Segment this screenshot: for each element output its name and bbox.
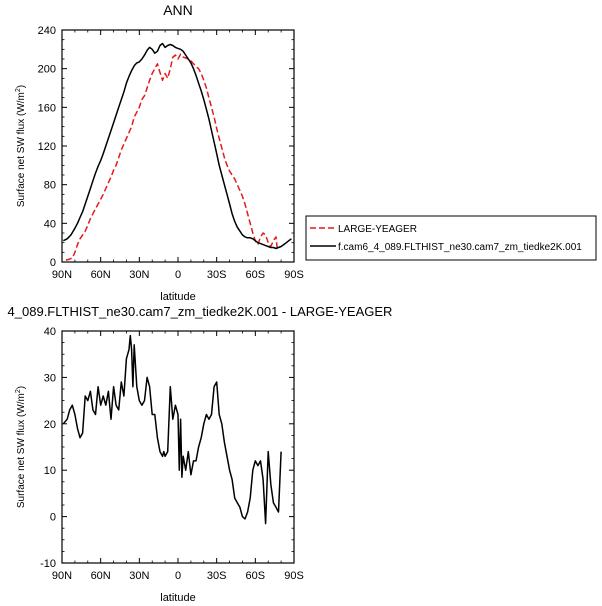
bottom-series-line-1 (62, 334, 282, 525)
top-x-tick-label: 30N (129, 269, 149, 281)
bottom-x-tick-label: 0 (175, 570, 181, 582)
top-y-tick-label: 0 (50, 257, 56, 269)
top-series-line-1 (65, 53, 278, 261)
bottom-plot-frame (61, 330, 295, 564)
bottom-x-tick-label: 90N (52, 570, 72, 582)
bottom-x-axis-label: latitude (160, 592, 195, 604)
bottom-y-axis-label-tail: ) (16, 386, 27, 389)
bottom-y-axis-label-main: Surface net SW flux (W/m (16, 393, 27, 508)
top-x-tick-label: 90N (52, 269, 72, 281)
bottom-panel: 4_089.FLTHIST_ne30.cam7_zm_tiedke2K.001 … (8, 304, 393, 604)
bottom-y-tick-label: 10 (44, 465, 56, 477)
top-x-tick-label: 90S (284, 269, 304, 281)
top-y-tick-label: 240 (38, 25, 56, 37)
top-y-tick-label: 80 (44, 180, 56, 192)
bottom-y-axis-label: Surface net SW flux (W/m2) (15, 386, 27, 508)
legend-box (305, 215, 597, 261)
bottom-y-tick-label: 0 (50, 512, 56, 524)
top-plot-frame (61, 29, 295, 263)
top-series-line-2 (62, 42, 292, 250)
top-x-tick-label: 60S (246, 269, 266, 281)
bottom-y-axis-label-sup: 2 (15, 389, 22, 393)
top-y-axis-label-tail: ) (16, 85, 27, 88)
bottom-series-group (62, 334, 282, 525)
legend-label-cam6: f.cam6_4_089.FLTHIST_ne30.cam7_zm_tiedke… (338, 242, 582, 253)
top-y-tick-label: 160 (38, 102, 56, 114)
top-x-ticks: 90N 60N 30N 0 30S 60S 90S (52, 30, 304, 281)
top-y-ticks: 0 40 80 120 160 200 240 (38, 25, 294, 269)
top-y-axis-label-main: Surface net SW flux (W/m (16, 92, 27, 207)
top-x-tick-label: 60N (91, 269, 111, 281)
legend-label-large-yeager: LARGE-YEAGER (338, 224, 417, 235)
bottom-x-tick-label: 30S (207, 570, 227, 582)
top-x-tick-label: 0 (175, 269, 181, 281)
top-y-tick-label: 120 (38, 141, 56, 153)
top-series-group (62, 42, 292, 261)
top-x-axis-label: latitude (160, 291, 195, 303)
top-y-axis-label: Surface net SW flux (W/m2) (15, 85, 27, 207)
bottom-x-tick-label: 90S (284, 570, 304, 582)
bottom-y-tick-label: -10 (40, 558, 56, 570)
top-y-axis-label-sup: 2 (15, 88, 22, 92)
bottom-x-tick-label: 60N (91, 570, 111, 582)
top-x-tick-label: 30S (207, 269, 227, 281)
top-y-tick-label: 200 (38, 64, 56, 76)
bottom-x-tick-label: 60S (246, 570, 266, 582)
bottom-y-tick-label: 30 (44, 372, 56, 384)
top-y-tick-label: 40 (44, 218, 56, 230)
bottom-y-tick-label: 20 (44, 419, 56, 431)
bottom-chart-title: 4_089.FLTHIST_ne30.cam7_zm_tiedke2K.001 … (8, 304, 393, 319)
bottom-y-ticks: -10 0 10 20 30 40 (40, 326, 294, 570)
bottom-x-tick-label: 30N (129, 570, 149, 582)
legend: LARGE-YEAGER f.cam6_4_089.FLTHIST_ne30.c… (305, 215, 597, 261)
bottom-x-ticks: 90N 60N 30N 0 30S 60S 90S (52, 331, 304, 582)
bottom-y-tick-label: 40 (44, 326, 56, 338)
top-chart-title: ANN (163, 2, 193, 18)
